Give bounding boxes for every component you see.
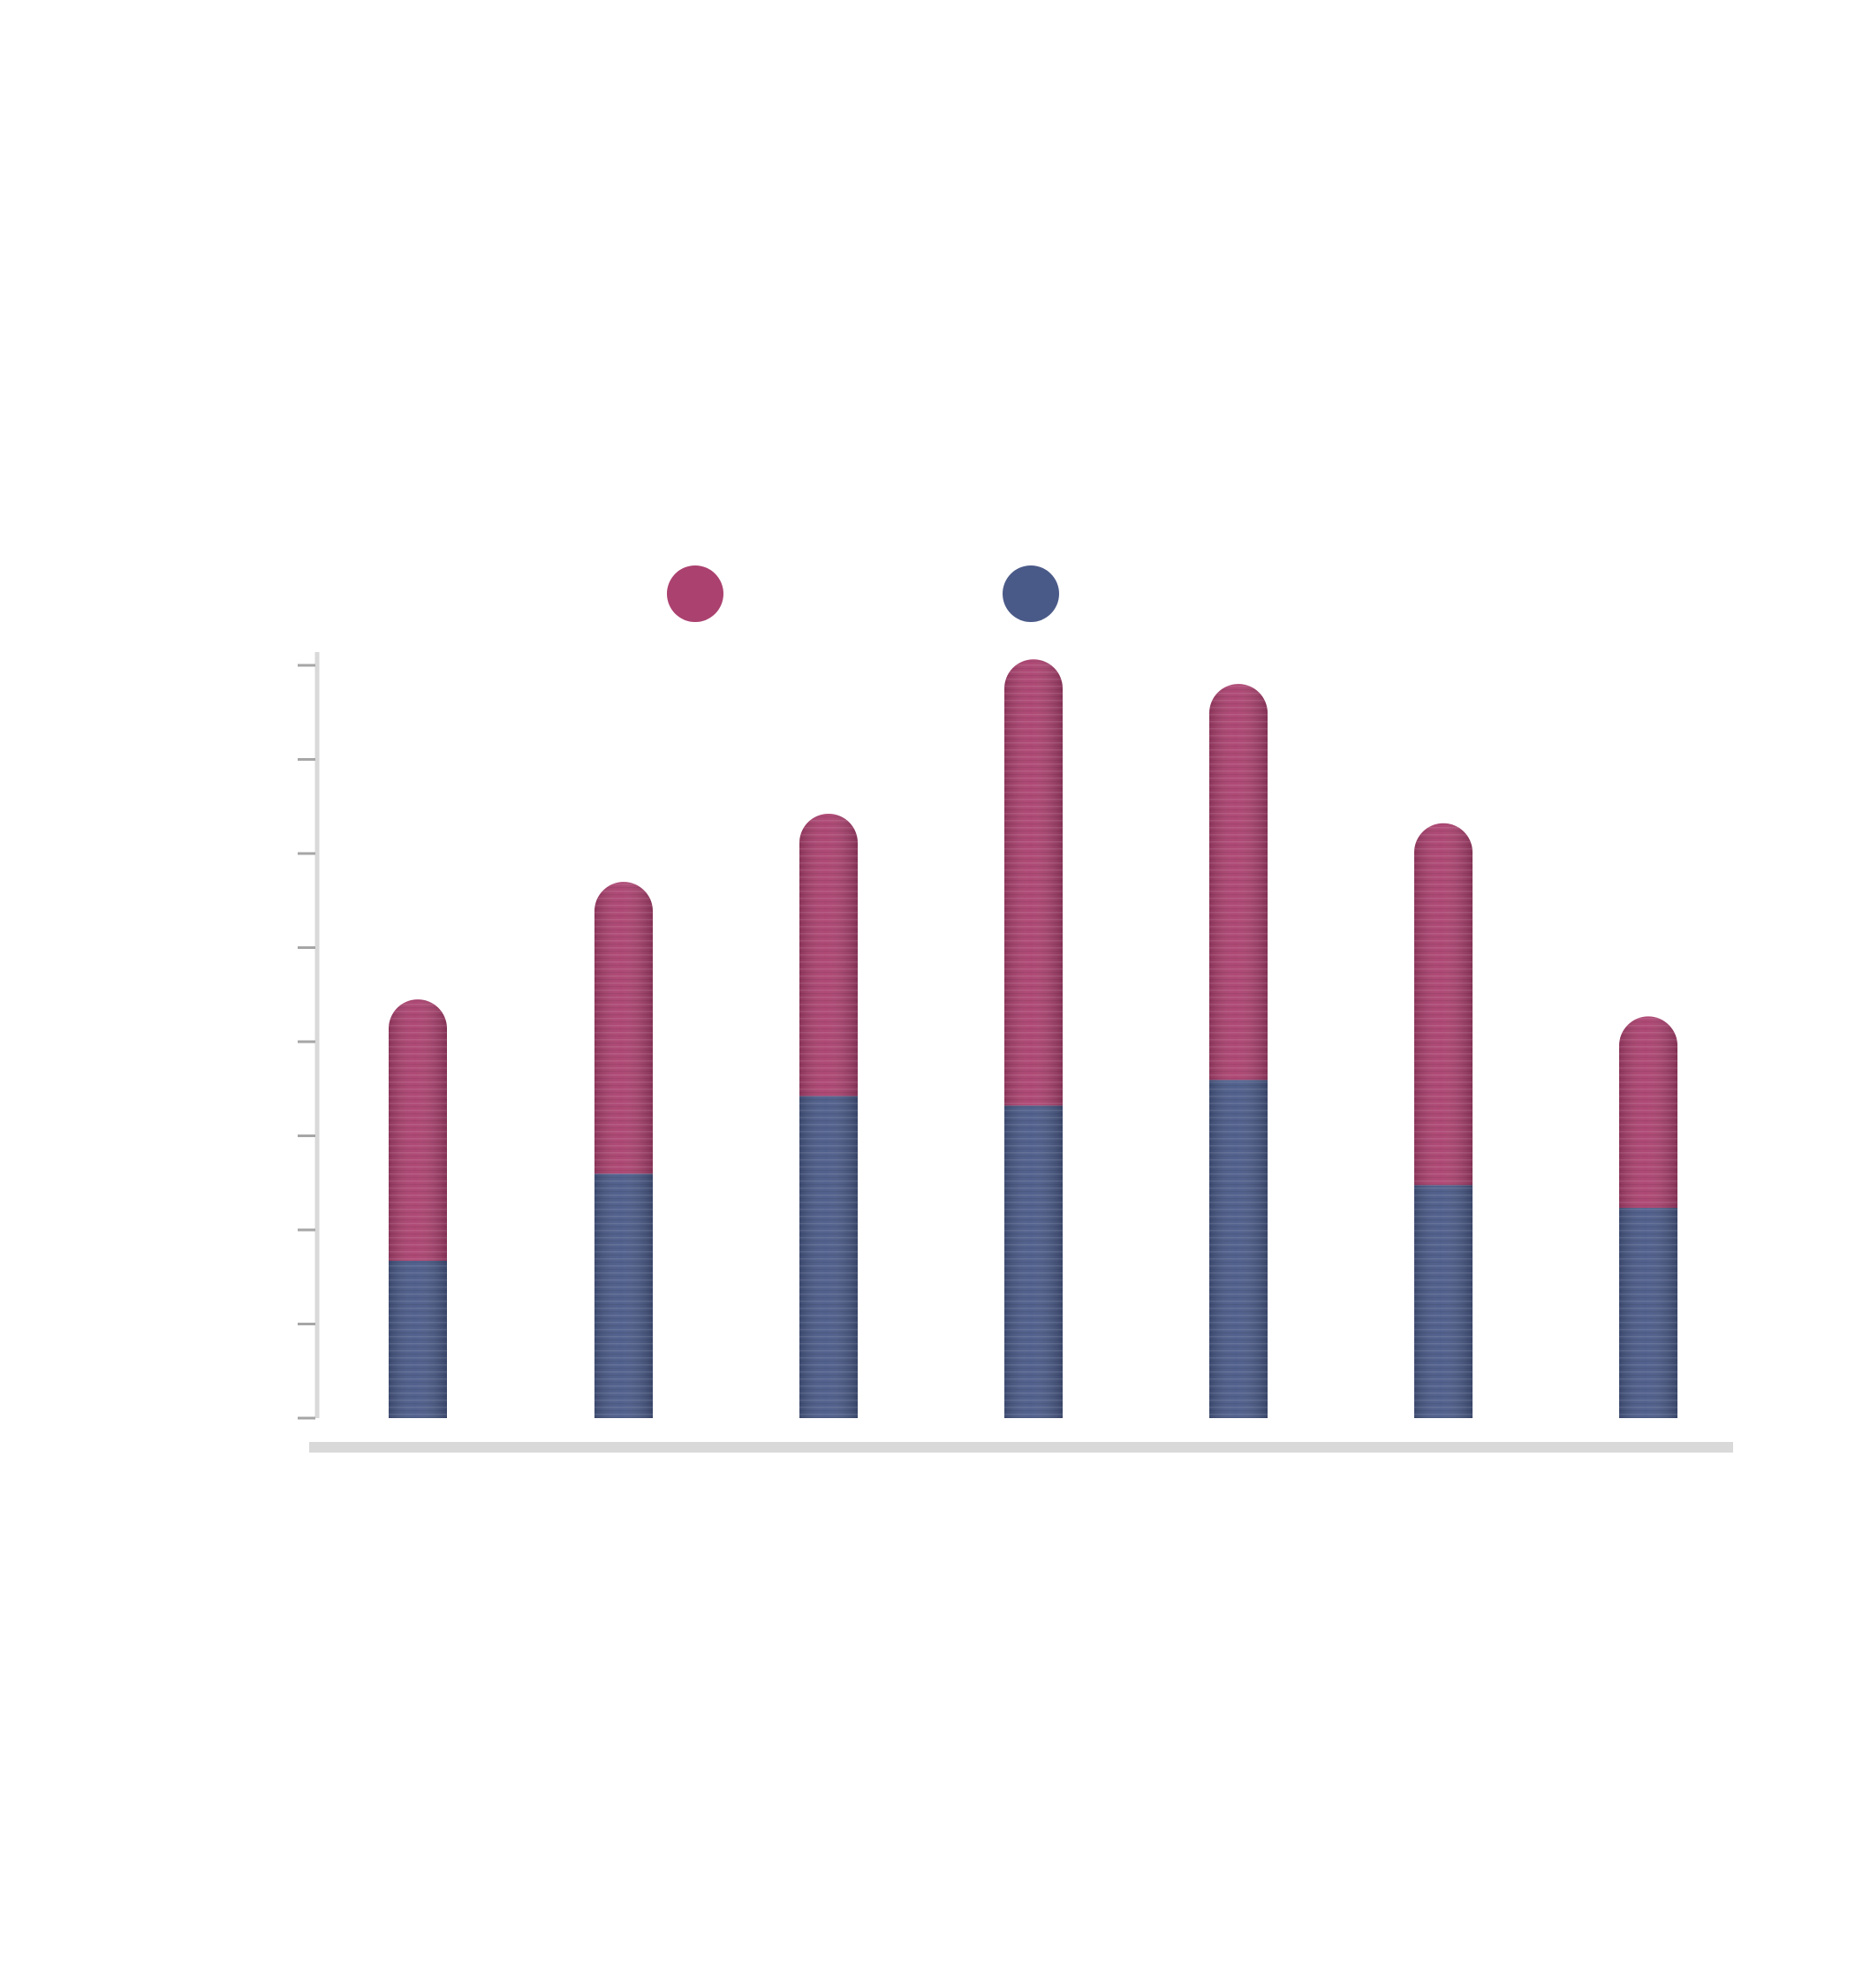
bar-segment-1-3-texture	[799, 1096, 858, 1418]
bar-segment-1-5-texture	[1209, 1080, 1268, 1418]
legend-marker-1	[667, 565, 723, 622]
legend-marker-2	[1003, 565, 1059, 622]
bar-segment-1-7-texture	[1619, 1207, 1677, 1418]
axes	[298, 652, 1733, 1453]
bar-segment-2-3-texture	[799, 813, 858, 1096]
bar-segment-1-1-texture	[389, 1261, 447, 1418]
legend	[667, 565, 1059, 622]
bars	[389, 659, 1677, 1418]
bar-segment-2-6-texture	[1414, 823, 1473, 1186]
bar-segment-1-2-texture	[594, 1173, 653, 1418]
bar-segment-2-5-texture	[1209, 684, 1268, 1081]
bar-segment-2-1-texture	[389, 999, 447, 1262]
bar-segment-1-6-texture	[1414, 1185, 1473, 1418]
x-axis-line	[309, 1442, 1733, 1453]
bar-segment-2-2-texture	[594, 882, 653, 1174]
bar-segment-1-4-texture	[1004, 1105, 1063, 1418]
bar-segment-2-7-texture	[1619, 1016, 1677, 1208]
bar-segment-2-4-texture	[1004, 659, 1063, 1106]
